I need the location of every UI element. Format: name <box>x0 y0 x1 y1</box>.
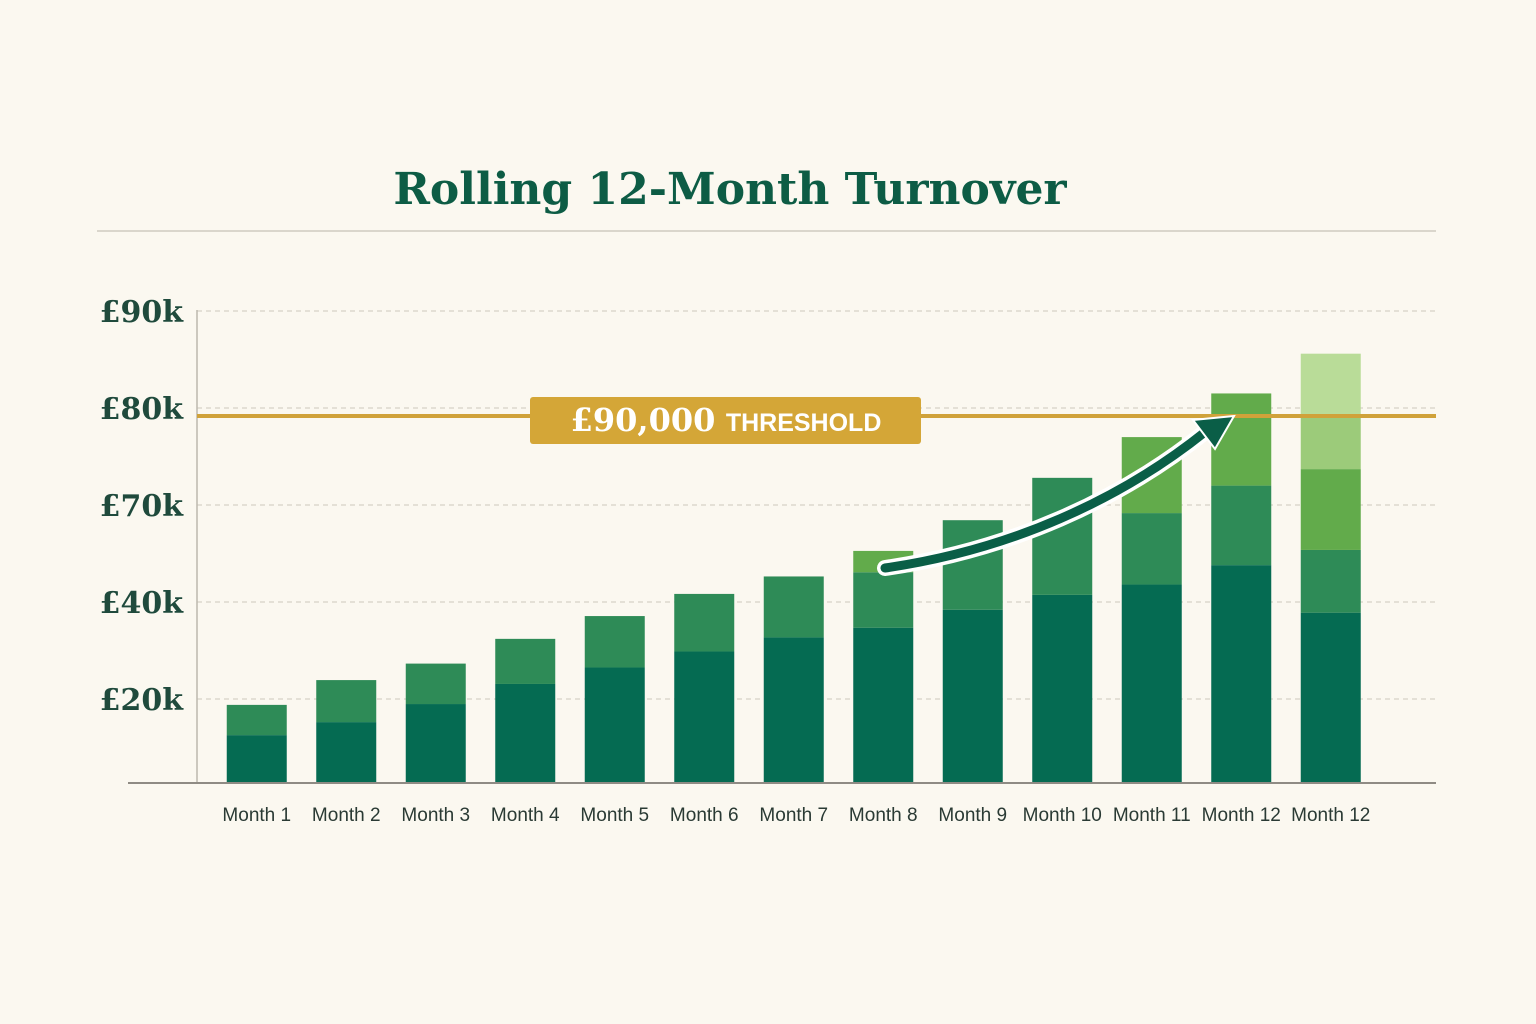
bar-segment <box>495 638 556 684</box>
trend-arrow-head <box>1191 414 1236 451</box>
threshold-value: £90,000 <box>571 401 716 439</box>
bar-segment <box>1300 549 1361 613</box>
y-tick-label: £90k <box>100 295 185 330</box>
x-tick-label: Month 1 <box>222 805 291 826</box>
bar-segment <box>1211 485 1272 566</box>
bar-segment <box>942 609 1003 783</box>
bar-segment <box>853 627 914 783</box>
bar-segment <box>1300 353 1361 415</box>
x-tick-label: Month 3 <box>401 805 470 826</box>
bar-segment <box>584 616 645 668</box>
x-tick-label: Month 7 <box>759 805 828 826</box>
x-tick-label: Month 11 <box>1113 805 1191 826</box>
bar-segment <box>226 735 287 783</box>
bar-segment <box>1300 414 1361 470</box>
trend-arrow <box>880 427 1210 573</box>
bar-segment <box>316 680 377 723</box>
bar-segment <box>226 704 287 736</box>
y-tick-label: £80k <box>100 392 185 427</box>
bar-segment <box>1300 469 1361 550</box>
y-tick-label: £70k <box>100 489 185 524</box>
x-tick-label: Month 5 <box>580 805 649 826</box>
x-tick-label: Month 4 <box>491 805 560 826</box>
bar-segment <box>316 722 377 783</box>
grid: £20k £40k £70k £80k £90k <box>100 295 1436 718</box>
bar-segment <box>495 683 556 783</box>
bars: Month 1 Month 2 Month 3 Month 4 Month 5 Month… <box>222 353 1370 826</box>
bar-segment <box>674 593 735 652</box>
bar-segment <box>1300 612 1361 783</box>
bar-segment <box>584 667 645 783</box>
x-tick-label: Month 6 <box>670 805 739 826</box>
x-tick-label: Month 8 <box>849 805 918 826</box>
bar-segment <box>1121 584 1182 783</box>
x-tick-label: Month 10 <box>1023 805 1102 826</box>
bar-segment <box>1032 594 1093 783</box>
y-tick-label: £20k <box>100 683 185 718</box>
x-tick-label: Month 2 <box>312 805 381 826</box>
bar-segment <box>1211 565 1272 783</box>
bar-segment <box>405 704 466 783</box>
x-tick-label: Month 12 <box>1202 805 1281 826</box>
threshold-label: £90,000 THRESHOLD <box>571 401 882 439</box>
bar-segment <box>853 572 914 628</box>
x-tick-label: Month 12 <box>1291 805 1370 826</box>
bar-segment <box>1121 513 1182 585</box>
bar-segment <box>1032 477 1093 595</box>
bar-segment <box>763 637 824 783</box>
bar-segment <box>763 576 824 638</box>
chart-title: Rolling 12-Month Turnover <box>393 164 1067 215</box>
threshold-box <box>530 397 921 444</box>
threshold-text: THRESHOLD <box>726 409 882 437</box>
x-tick-label: Month 9 <box>938 805 1007 826</box>
bar-segment <box>942 520 1003 610</box>
bar-segment <box>674 651 735 783</box>
bar-segment <box>405 663 466 705</box>
y-tick-label: £40k <box>100 586 185 621</box>
